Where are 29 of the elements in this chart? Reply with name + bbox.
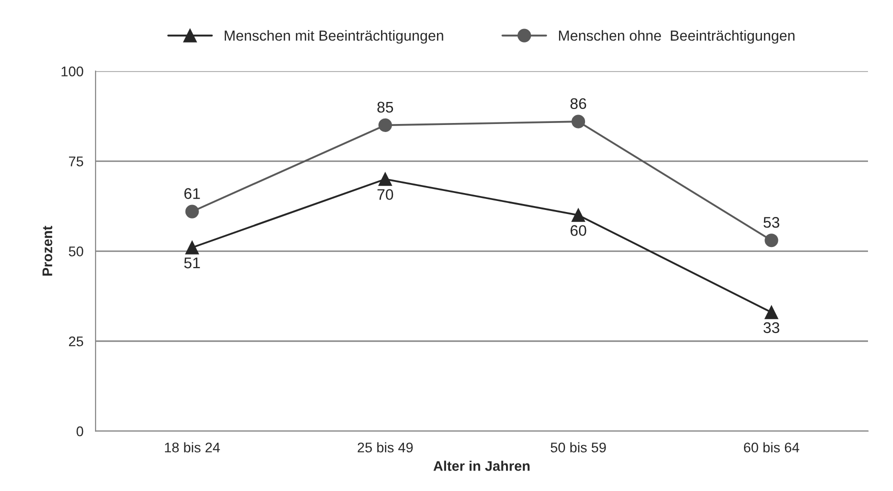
data-label: 51 [184,258,200,268]
y-tick-label: 0 [76,426,84,436]
data-label: 70 [378,189,394,200]
x-tick-label: 50 bis 59 [550,442,606,452]
y-tick-label: 75 [69,156,84,166]
point [185,204,199,218]
point [764,306,778,320]
y-axis-title: Prozent [42,226,52,276]
y-tick-label: 50 [68,246,84,256]
point [378,118,392,132]
data-label: 33 [764,322,780,334]
data-label: 85 [377,102,394,113]
point [764,234,778,248]
point [572,114,586,128]
data-label: 53 [764,216,780,228]
x-tick-label: 18 bis 24 [164,442,220,452]
point [572,208,586,222]
data-label: 86 [570,98,586,110]
y-tick-label: 100 [62,66,84,76]
legend-label: Menschen mit Beeinträchtigungen [224,30,444,44]
y-tick-label: 25 [68,336,84,346]
legend-label: Menschen ohne Beeinträchtigungen [559,30,794,44]
data-label: 61 [184,188,200,199]
x-axis-title: Alter in Jahren [433,460,530,471]
x-tick-label: 60 bis 64 [744,442,800,452]
point [378,172,392,186]
point [185,240,199,254]
data-label: 60 [570,225,586,236]
x-tick-label: 25 bis 49 [358,442,413,452]
